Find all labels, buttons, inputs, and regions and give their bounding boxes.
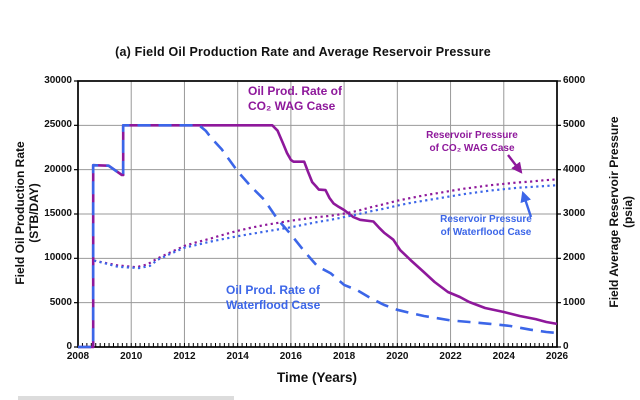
wag-pressure-label-arrow (507, 154, 523, 174)
y-left-tick-label: 0 (66, 341, 72, 352)
waterflood-rate-label-line2: Waterflood Case (226, 298, 321, 312)
wag-rate-label-line2: CO₂ WAG Case (248, 99, 336, 113)
y-right-tick-label: 4000 (563, 163, 586, 175)
x-tick-label: 2012 (173, 351, 196, 362)
y-axis-title-right: Field Average Reservoir Pressure (psia) (607, 116, 635, 307)
y-axis-title-right-line2: (psia) (621, 196, 635, 229)
y-right-tick-label: 2000 (563, 252, 586, 264)
x-tick-label: 2016 (279, 351, 302, 362)
y-right-tick-label: 0 (563, 341, 569, 352)
x-tick-label: 2022 (439, 351, 462, 362)
x-tick-label: 2026 (545, 351, 569, 362)
x-tick-label: 2010 (120, 351, 143, 362)
window-edge-artifact (18, 396, 234, 400)
x-tick-label: 2014 (226, 351, 249, 362)
y-right-tick-label: 5000 (563, 119, 586, 131)
x-tick-label: 2018 (332, 351, 356, 362)
wag-rate-label: Oil Prod. Rate of CO₂ WAG Case (248, 84, 342, 114)
y-axis-title-left-line1: Field Oil Production Rate (13, 141, 27, 285)
y-left-tick-label: 10000 (44, 252, 72, 264)
wag-rate-label-line1: Oil Prod. Rate of (248, 84, 343, 98)
waterflood-pressure-label-line2: of Waterflood Case (440, 226, 532, 238)
x-axis-title: Time (Years) (276, 370, 358, 385)
series-wag-rate-line (78, 124, 558, 349)
y-right-tick-label: 1000 (563, 296, 586, 308)
series-wag-pressure-line (93, 178, 558, 269)
y-left-tick-label: 20000 (44, 163, 72, 175)
y-left-tick-label: 25000 (44, 119, 72, 131)
x-tick-label: 2020 (386, 351, 409, 362)
y-left-tick-label: 30000 (44, 75, 72, 86)
wag-pressure-label: Reservoir Pressure of CO₂ WAG Case (426, 130, 518, 155)
y-left-tick-label: 15000 (44, 208, 72, 219)
wag-pressure-label-line1: Reservoir Pressure (426, 130, 518, 141)
plot-border (77, 80, 558, 348)
x-tick-label: 2008 (66, 351, 90, 362)
waterflood-pressure-label: Reservoir Pressure of Waterflood Case (440, 214, 532, 239)
y-axis-title-left: Field Oil Production Rate (STB/DAY) (13, 141, 41, 284)
wag-pressure-label-line2: of CO₂ WAG Case (429, 142, 515, 154)
chart-title: (a) Field Oil Production Rate and Averag… (115, 45, 491, 59)
y-axis-title-left-line2: (STB/DAY) (27, 183, 41, 243)
y-right-tick-label: 6000 (563, 75, 586, 86)
waterflood-pressure-label-line1: Reservoir Pressure (440, 214, 532, 225)
x-tick-label: 2024 (492, 351, 515, 362)
series-waterflood-pressure-line (93, 184, 558, 270)
y-left-tick-label: 5000 (49, 296, 72, 308)
waterflood-pressure-label-arrow (520, 190, 533, 218)
y-right-tick-label: 3000 (563, 208, 586, 219)
y-axis-title-right-line1: Field Average Reservoir Pressure (607, 116, 621, 308)
series-waterflood-rate-line (78, 124, 558, 349)
waterflood-rate-label-line1: Oil Prod. Rate of (226, 283, 321, 297)
waterflood-rate-label: Oil Prod. Rate of Waterflood Case (226, 283, 320, 313)
